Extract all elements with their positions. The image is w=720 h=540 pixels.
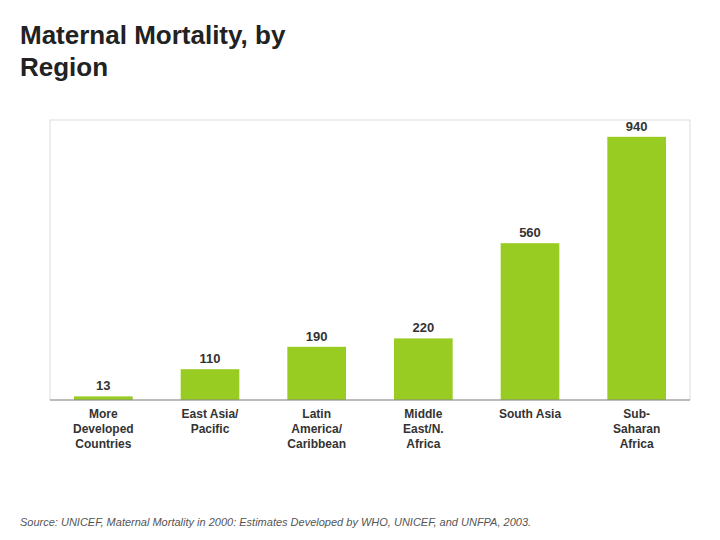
bar [181, 369, 240, 400]
bar [394, 338, 453, 400]
annotation: Source: UNICEF, Maternal Mortality in 20… [20, 516, 531, 528]
x-tick-label: LatinAmerica/Caribbean [287, 407, 346, 451]
data-label: 220 [412, 320, 434, 335]
bar [287, 347, 346, 400]
bar [607, 137, 666, 400]
data-label: 190 [306, 329, 328, 344]
data-label: 110 [200, 351, 221, 366]
data-label: 940 [626, 119, 648, 134]
plot-frame [50, 120, 690, 400]
x-axis-line [50, 399, 690, 400]
x-tick-label: South Asia [499, 407, 562, 421]
x-tick-label: Sub-SaharanAfrica [613, 407, 660, 451]
x-tick-label: East Asia/Pacific [182, 407, 240, 436]
x-tick-label: MiddleEast/N.Africa [403, 407, 444, 451]
title: Maternal Mortality, byRegion [20, 20, 286, 82]
data-label: 560 [519, 225, 541, 240]
bar [501, 243, 560, 400]
chart-container: Maternal Mortality, byRegion 13 110 190 220 5… [0, 0, 720, 540]
labels: 13 110 190 220 560 940 [96, 119, 647, 394]
x-tick-label: MoreDevelopedCountries [73, 407, 134, 451]
bars [74, 137, 666, 400]
data-label: 13 [96, 378, 110, 393]
chart: Maternal Mortality, byRegion 13 110 190 220 5… [0, 0, 720, 540]
